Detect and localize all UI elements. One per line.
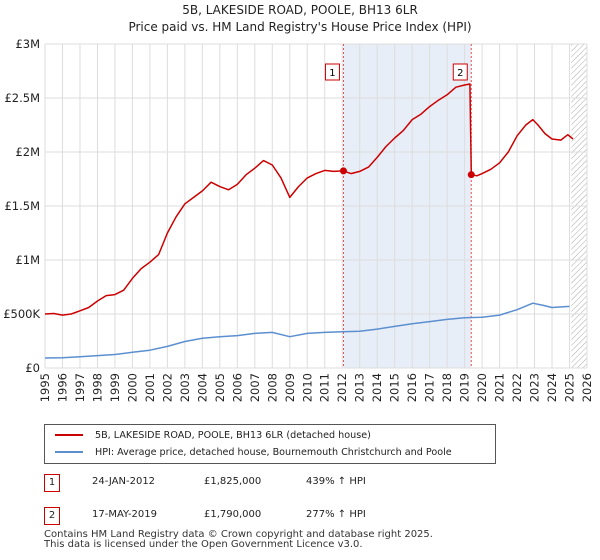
sale-hpi-change: 439% ↑ HPI bbox=[306, 476, 366, 487]
legend-label-property: 5B, LAKESIDE ROAD, POOLE, BH13 6LR (deta… bbox=[95, 430, 371, 441]
legend-item-property: 5B, LAKESIDE ROAD, POOLE, BH13 6LR (deta… bbox=[55, 428, 371, 444]
y-tick-label: £3M bbox=[15, 37, 40, 51]
legend-swatch-property bbox=[55, 434, 83, 436]
x-tick-label: 1996 bbox=[55, 373, 69, 402]
x-tick-label: 2006 bbox=[230, 373, 244, 402]
x-tick-label: 2022 bbox=[510, 373, 524, 402]
x-tick-label: 2014 bbox=[370, 373, 384, 402]
y-tick-label: £2.5M bbox=[4, 91, 40, 105]
sale-badge: 2 bbox=[44, 507, 60, 525]
x-tick-label: 2012 bbox=[335, 373, 349, 402]
footer: Contains HM Land Registry data © Crown c… bbox=[44, 530, 433, 550]
x-tick-label: 2020 bbox=[475, 373, 489, 402]
sale-point bbox=[339, 167, 347, 175]
sale-badge: 1 bbox=[44, 474, 60, 492]
sale-price: £1,790,000 bbox=[204, 509, 262, 520]
sale-price: £1,825,000 bbox=[204, 476, 262, 487]
sale-row: 1 24-JAN-2012 £1,825,000 439% ↑ HPI bbox=[44, 474, 564, 494]
x-tick-label: 2007 bbox=[248, 373, 262, 402]
x-tick-label: 2023 bbox=[528, 373, 542, 402]
x-tick-label: 2003 bbox=[178, 373, 192, 402]
x-tick-label: 1997 bbox=[73, 373, 87, 402]
sale-date: 24-JAN-2012 bbox=[92, 476, 156, 487]
x-tick-label: 2016 bbox=[405, 373, 419, 402]
sale-row: 2 17-MAY-2019 £1,790,000 277% ↑ HPI bbox=[44, 507, 564, 527]
x-tick-label: 2024 bbox=[545, 373, 559, 402]
y-tick-label: £500K bbox=[3, 307, 40, 321]
x-tick-label: 2000 bbox=[125, 373, 139, 402]
x-tick-label: 2025 bbox=[563, 373, 577, 402]
legend-label-hpi: HPI: Average price, detached house, Bour… bbox=[95, 447, 452, 458]
legend-item-hpi: HPI: Average price, detached house, Bour… bbox=[55, 445, 452, 461]
x-tick-label: 2002 bbox=[160, 373, 174, 402]
x-tick-label: 2005 bbox=[213, 373, 227, 402]
x-tick-label: 2010 bbox=[300, 373, 314, 402]
x-tick-label: 2004 bbox=[195, 373, 209, 402]
x-tick-label: 2011 bbox=[318, 373, 332, 402]
legend-swatch-hpi bbox=[55, 451, 83, 453]
x-tick-label: 2018 bbox=[440, 373, 454, 402]
y-tick-label: £0 bbox=[25, 361, 40, 375]
y-tick-label: £1.5M bbox=[4, 199, 40, 213]
footer-copyright: Contains HM Land Registry data © Crown c… bbox=[44, 529, 433, 540]
sale-date: 17-MAY-2019 bbox=[92, 509, 158, 520]
footer-licence: This data is licensed under the Open Gov… bbox=[44, 539, 363, 550]
sale-label-box bbox=[324, 63, 340, 81]
property-price-line bbox=[44, 83, 574, 316]
sale-label: 2 bbox=[457, 68, 463, 79]
sale-hpi-change: 277% ↑ HPI bbox=[306, 509, 366, 520]
x-tick-label: 2013 bbox=[353, 373, 367, 402]
x-tick-label: 2026 bbox=[580, 373, 594, 402]
x-tick-label: 1995 bbox=[38, 373, 52, 402]
sale-point bbox=[467, 171, 475, 179]
chart-title: 5B, LAKESIDE ROAD, POOLE, BH13 6LR bbox=[182, 3, 418, 17]
y-tick-label: £2M bbox=[15, 145, 40, 159]
x-tick-label: 2009 bbox=[283, 373, 297, 402]
sale-label: 1 bbox=[329, 68, 335, 79]
x-tick-label: 2001 bbox=[143, 373, 157, 402]
hpi-line bbox=[44, 302, 570, 359]
x-tick-label: 1999 bbox=[108, 373, 122, 402]
x-tick-label: 2015 bbox=[388, 373, 402, 402]
x-tick-label: 1998 bbox=[90, 373, 104, 402]
price-chart: 5B, LAKESIDE ROAD, POOLE, BH13 6LR Price… bbox=[3, 3, 594, 402]
x-tick-label: 2021 bbox=[493, 373, 507, 402]
legend: 5B, LAKESIDE ROAD, POOLE, BH13 6LR (deta… bbox=[44, 424, 496, 464]
x-tick-label: 2008 bbox=[265, 373, 279, 402]
y-tick-label: £1M bbox=[15, 253, 40, 267]
x-tick-label: 2019 bbox=[458, 373, 472, 402]
x-tick-label: 2017 bbox=[423, 373, 437, 402]
chart-subtitle: Price paid vs. HM Land Registry's House … bbox=[128, 20, 471, 34]
sale-label-box bbox=[452, 63, 468, 81]
